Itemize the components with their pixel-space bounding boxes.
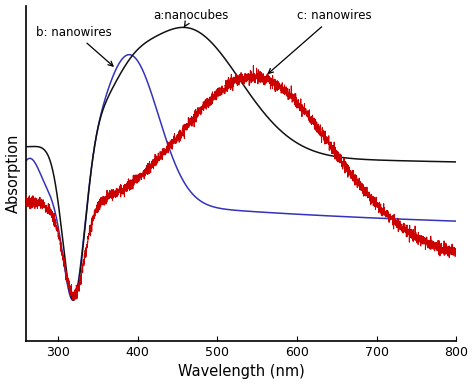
Text: a:nanocubes: a:nanocubes (154, 9, 229, 27)
Text: c: nanowires: c: nanowires (268, 9, 372, 74)
X-axis label: Wavelength (nm): Wavelength (nm) (178, 365, 305, 380)
Y-axis label: Absorption: Absorption (6, 134, 20, 213)
Text: b: nanowires: b: nanowires (36, 25, 113, 66)
